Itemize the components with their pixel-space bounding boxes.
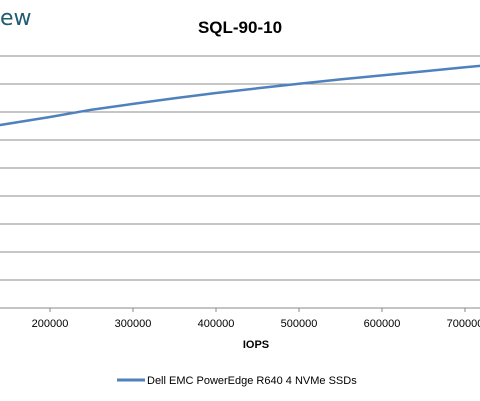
chart-title: SQL-90-10 <box>198 18 282 37</box>
x-tick-labels: 200000 300000 400000 500000 600000 700000 <box>32 308 480 330</box>
x-tick-label: 500000 <box>281 318 318 330</box>
x-tick-label: 400000 <box>198 318 235 330</box>
x-axis-label: IOPS <box>243 339 269 351</box>
gridlines <box>0 55 480 281</box>
series-lines <box>0 64 480 127</box>
brand-logo-fragment: ew <box>0 6 32 31</box>
legend: Dell EMC PowerEdge R640 4 NVMe SSDs <box>117 375 357 387</box>
x-tick-label: 700000 <box>447 318 480 330</box>
x-tick-label: 200000 <box>32 318 69 330</box>
x-tick-label: 600000 <box>364 318 401 330</box>
legend-label: Dell EMC PowerEdge R640 4 NVMe SSDs <box>147 375 357 387</box>
x-tick-label: 300000 <box>115 318 152 330</box>
series-line <box>0 64 480 127</box>
